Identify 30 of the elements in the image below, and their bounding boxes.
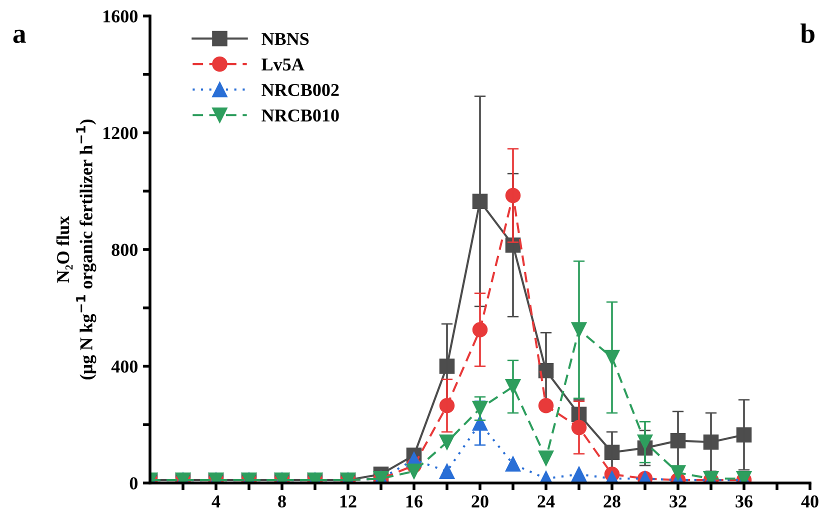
legend-label: Lv5A: [262, 58, 304, 71]
x-tick-label: 32: [670, 495, 686, 508]
x-tick-label: 16: [406, 495, 422, 508]
x-tick-label: 12: [340, 495, 356, 508]
legend-label: NRCB002: [262, 84, 339, 96]
x-tick-label: 20: [472, 495, 488, 508]
x-tick-label: 36: [736, 495, 752, 508]
text: a: [13, 30, 26, 44]
legend-label: NBNS: [262, 32, 309, 46]
point: [406, 464, 422, 479]
x-tick-label: 4: [212, 495, 220, 508]
x-tick-label: 8: [278, 495, 286, 508]
x-tick-label: 40: [801, 495, 818, 508]
y-tick-label: 1200: [104, 127, 138, 140]
x-tick-label: 24: [538, 495, 555, 508]
point: [505, 456, 521, 472]
y-tick-label: 0: [130, 477, 138, 490]
text: N₂O flux (μg N kg$^{−1}$ organic fertilizer h$^{−1}$): [56, 120, 96, 380]
point: [538, 398, 554, 414]
point: [670, 465, 686, 480]
point: [439, 464, 455, 479]
point: [439, 434, 455, 450]
point: [538, 450, 554, 466]
y-tick-label: 400: [111, 360, 138, 373]
y-tick-label: 1600: [104, 10, 138, 22]
x-tick-label: 28: [604, 495, 620, 508]
legend-label: NRCB010: [262, 109, 339, 122]
annotation: b: [800, 23, 814, 44]
y-tick-label: 800: [112, 244, 138, 256]
point: [571, 466, 587, 482]
